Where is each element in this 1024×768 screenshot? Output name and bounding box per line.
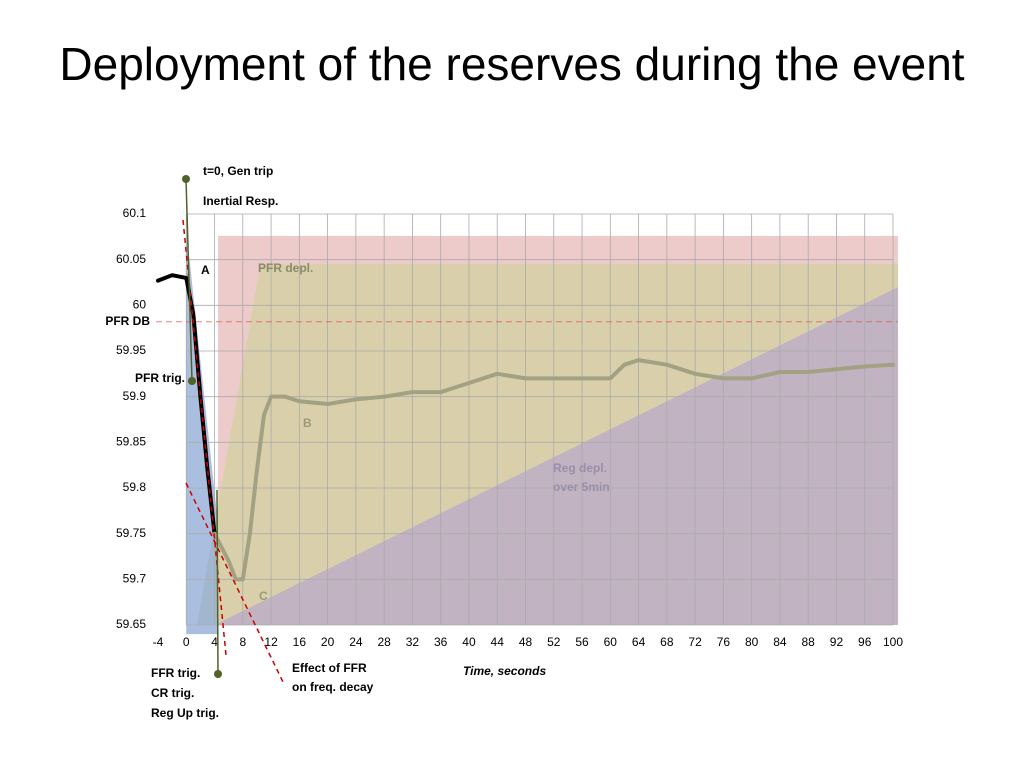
x-tick-label: 80 [745,635,759,649]
x-tick-label: 56 [575,635,589,649]
x-tick-label: 20 [321,635,335,649]
annotation: Reg Up trig. [151,706,219,720]
reference-label: PFR DB [105,314,150,328]
x-tick-label: 8 [239,635,246,649]
x-tick-label: 0 [183,635,190,649]
line [156,273,217,536]
plot: 60.1 60.05 60 59.95 59.9 59.85 59.8 59.75 59.7 59… [116,206,903,649]
x-tick-label: 36 [434,635,448,649]
marker [188,377,196,385]
annotation: PFR depl. [258,261,313,275]
x-tick-label: 92 [830,635,844,649]
x-tick-label: 100 [883,635,903,649]
y-tick-label: 59.9 [123,389,147,403]
line [212,358,895,582]
x-tick-label: 48 [519,635,533,649]
marker [214,670,222,678]
x-tick-label: -4 [153,635,164,649]
y-tick-label: 59.85 [116,435,146,449]
x-tick-label: 52 [547,635,561,649]
y-tick-label: 59.75 [116,526,146,540]
annotation: Reg depl. [553,461,607,475]
annotation: Inertial Resp. [203,194,278,208]
guide-line [182,219,227,656]
annotation: on freq. decay [292,680,374,694]
y-tick-label: 59.8 [123,480,147,494]
x-tick-label: 88 [802,635,816,649]
annotation: Effect of FFR [292,661,367,675]
marker-line [185,178,193,382]
guide-line [185,482,285,685]
x-tick-label: 72 [688,635,702,649]
x-tick-label: 44 [491,635,505,649]
marker [182,175,190,183]
x-tick-label: 40 [462,635,476,649]
y-tick-label: 60.1 [123,206,147,220]
x-tick-label: 16 [293,635,307,649]
x-tick-label: 32 [406,635,420,649]
y-tick-label: 60.05 [116,252,146,266]
y-tick-label: 59.7 [123,572,147,586]
x-tick-label: 64 [632,635,646,649]
chart-title: Deployment of the reserves during the ev… [59,38,965,90]
x-tick-label: 96 [858,635,872,649]
annotation: PFR trig. [135,371,185,385]
y-tick-label: 59.95 [116,343,146,357]
annotation: FFR trig. [151,666,200,680]
y-tick-label: 59.65 [116,617,146,631]
title-box: Deployment of the reserves during the ev… [0,36,1024,92]
y-tick-label: 60 [133,298,147,312]
x-tick-label: 76 [717,635,731,649]
x-tick-label: 60 [604,635,618,649]
annotation: t=0, Gen trip [203,164,273,178]
annotation: C [259,589,268,603]
annotation: CR trig. [151,686,194,700]
annotation: B [303,416,312,430]
annotation: A [201,263,210,277]
x-tick-label: 84 [773,635,787,649]
x-tick-label: 28 [377,635,391,649]
area [214,287,898,625]
marker-line [216,489,219,675]
x-tick-label: 68 [660,635,674,649]
x-tick-label: 4 [211,635,218,649]
x-tick-label: 12 [264,635,278,649]
x-axis-title: Time, seconds [463,664,546,678]
annotation: over 5min [553,480,610,494]
x-tick-label: 24 [349,635,363,649]
